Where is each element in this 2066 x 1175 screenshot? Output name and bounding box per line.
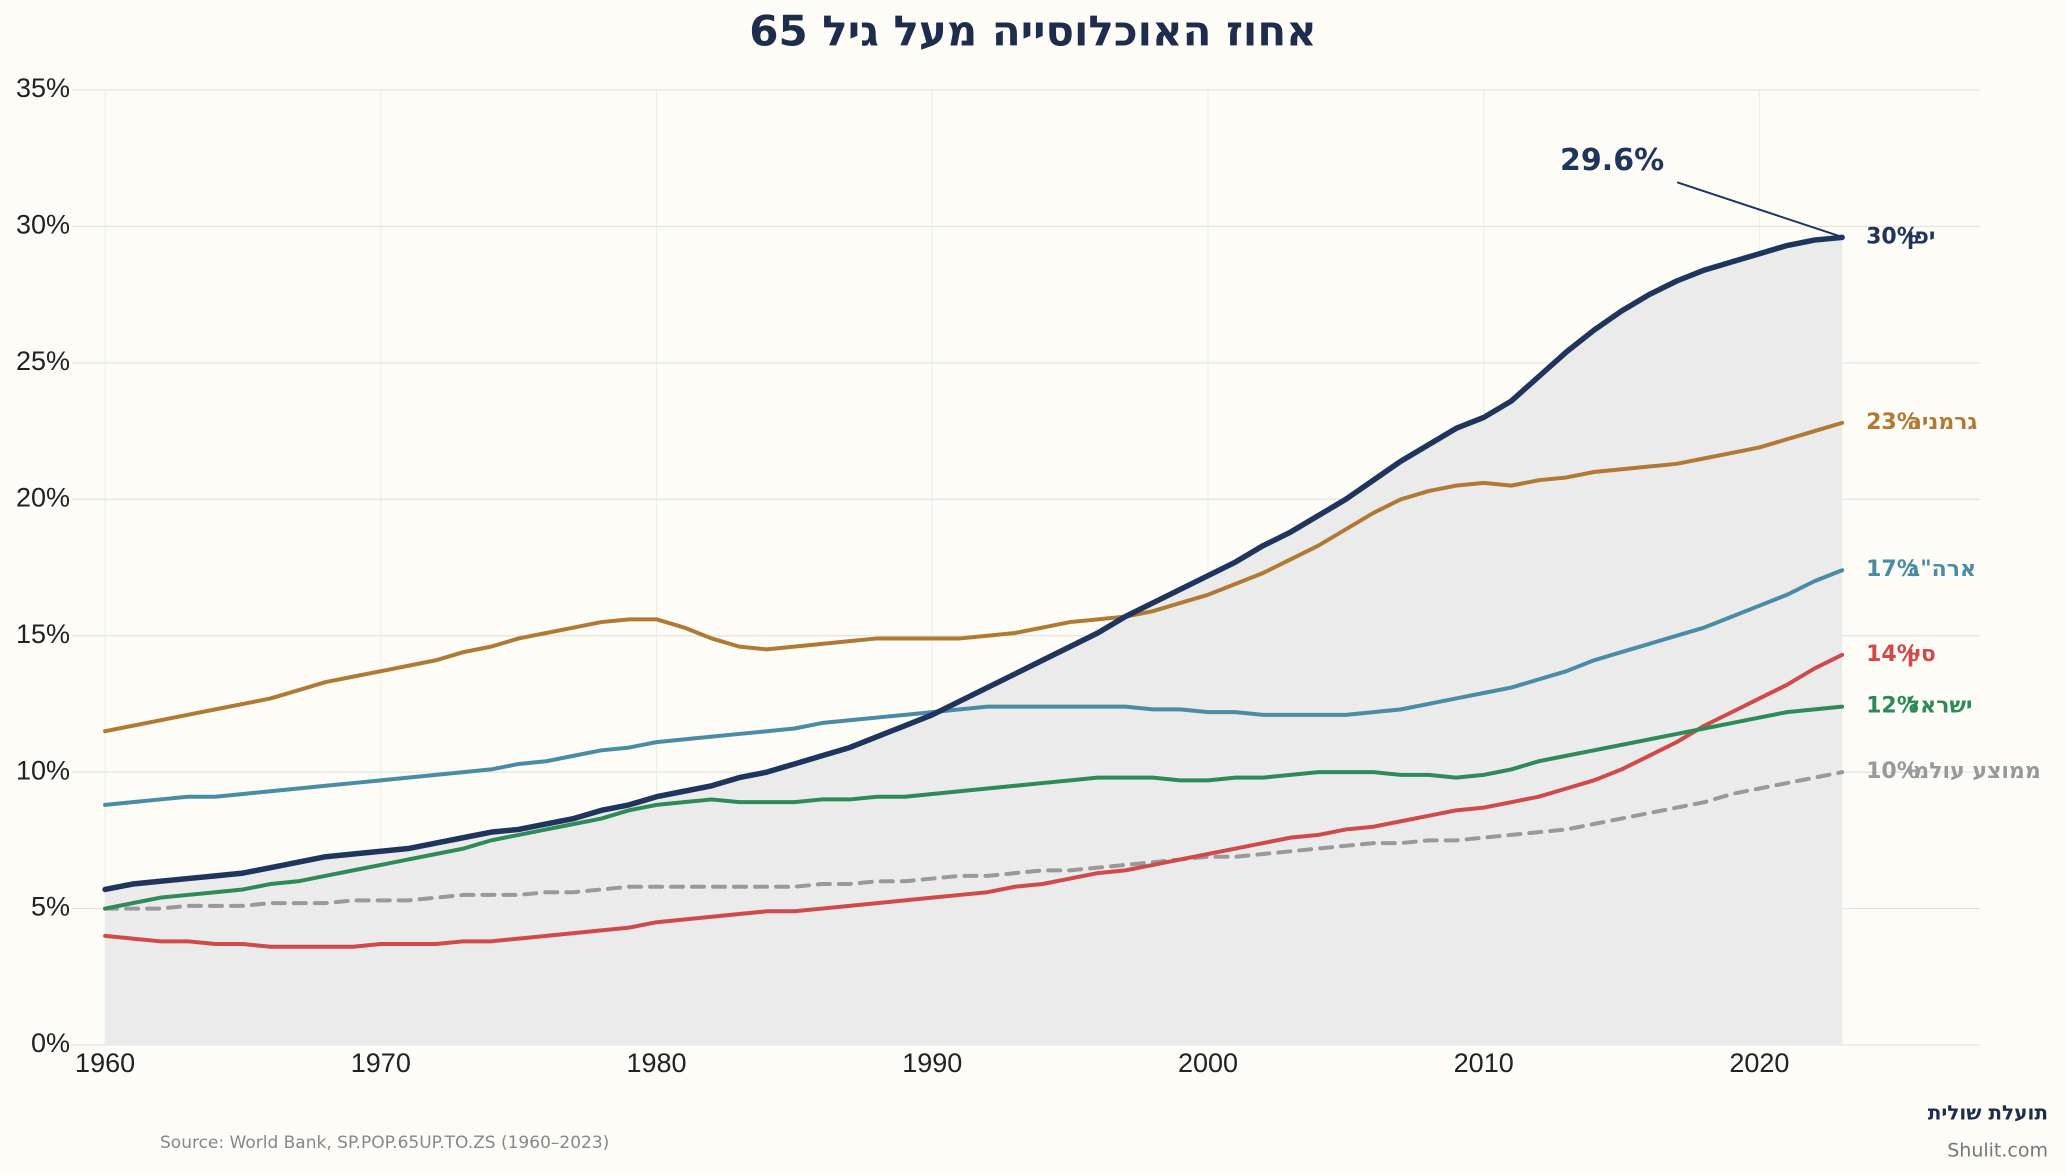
legend-entry: ממוצע עולמי: [1907, 759, 2041, 784]
end-value-label: 10%: [1866, 759, 1919, 784]
x-tick-label: 1960: [75, 1048, 135, 1078]
y-tick-label: 25%: [16, 346, 70, 376]
legend-entry: יפן: [1907, 224, 1936, 249]
x-tick-label: 2000: [1178, 1048, 1238, 1078]
x-tick-label: 1980: [626, 1048, 686, 1078]
y-tick-label: 30%: [16, 210, 70, 240]
x-tick-label: 1970: [351, 1048, 411, 1078]
end-label: גרמניה23%: [1866, 410, 1977, 435]
end-label: ממוצע עולמי10%: [1866, 759, 2041, 784]
area: [105, 237, 1843, 1046]
series-line: [103, 568, 1845, 807]
end-label: סין14%: [1866, 642, 1936, 667]
y-tick-label: 0%: [31, 1028, 70, 1058]
source-note: Source: World Bank, SP.POP.65UP.TO.ZS (1…: [160, 1133, 609, 1153]
end-value-label: 30%: [1866, 224, 1919, 249]
x-tick-label: 2010: [1454, 1048, 1514, 1078]
website: Shulit.com: [1947, 1140, 2048, 1162]
series-line: [103, 420, 1845, 734]
annotation-connector: [1676, 181, 1841, 238]
series-line: [103, 770, 1845, 911]
x-tick-label: 2020: [1729, 1048, 1789, 1078]
end-value-label: 23%: [1866, 410, 1919, 435]
legend-entry: סין: [1907, 642, 1936, 667]
end-value-label: 14%: [1866, 642, 1919, 667]
legend-entry: ישראל: [1907, 694, 1973, 719]
y-tick-label: 35%: [16, 73, 70, 103]
y-tick-label: 5%: [31, 892, 70, 922]
brand: תועלת שולית: [1928, 1101, 2048, 1125]
y-tick-label: 10%: [16, 755, 70, 785]
end-label: ישראל12%: [1866, 694, 1972, 719]
series-line: [103, 652, 1845, 949]
end-value-label: 12%: [1866, 694, 1919, 719]
x-tick-label: 1990: [902, 1048, 962, 1078]
end-value-label: 17%: [1866, 557, 1919, 582]
y-tick-label: 15%: [16, 619, 70, 649]
series-line: [102, 234, 1845, 893]
legend-entry: ארה"ב: [1907, 557, 1976, 582]
end-label: יפן30%: [1866, 224, 1935, 249]
end-label: ארה"ב17%: [1866, 557, 1976, 582]
chart-title: אחוז האוכלוסייה מעל גיל 65: [749, 7, 1317, 56]
annotation: 29.6%: [1560, 143, 1664, 178]
legend-entry: גרמניה: [1907, 410, 1978, 435]
y-tick-label: 20%: [16, 482, 70, 512]
series-line: [103, 704, 1845, 911]
